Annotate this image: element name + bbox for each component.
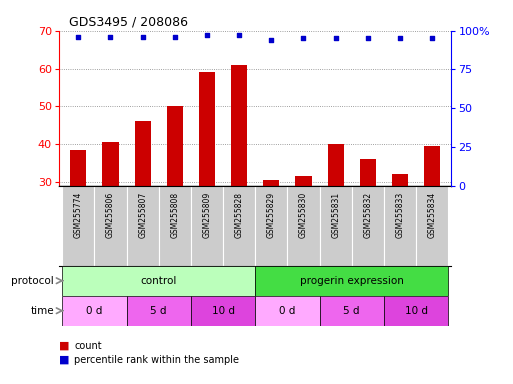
Point	[235, 32, 243, 38]
Text: GSM255808: GSM255808	[170, 192, 180, 238]
Bar	[384, 186, 416, 266]
Text: GSM255829: GSM255829	[267, 192, 276, 238]
Text: GSM255833: GSM255833	[396, 192, 404, 238]
Point	[267, 37, 275, 43]
Text: time: time	[30, 306, 54, 316]
Bar	[94, 186, 127, 266]
Bar	[127, 186, 159, 266]
Bar	[352, 186, 384, 266]
Text: count: count	[74, 341, 102, 351]
Bar	[127, 296, 191, 326]
Bar	[416, 186, 448, 266]
Text: GSM255830: GSM255830	[299, 192, 308, 238]
Bar	[191, 296, 255, 326]
Bar	[295, 176, 311, 186]
Text: 10 d: 10 d	[211, 306, 234, 316]
Text: 5 d: 5 d	[344, 306, 360, 316]
Bar	[263, 180, 280, 186]
Text: GSM255828: GSM255828	[234, 192, 244, 238]
Bar	[392, 174, 408, 186]
Bar	[62, 186, 94, 266]
Text: control: control	[141, 276, 177, 286]
Bar	[320, 186, 352, 266]
Point	[428, 35, 436, 41]
Text: 0 d: 0 d	[279, 306, 295, 316]
Point	[171, 34, 179, 40]
Text: GSM255831: GSM255831	[331, 192, 340, 238]
Bar	[255, 296, 320, 326]
Point	[106, 34, 114, 40]
Text: percentile rank within the sample: percentile rank within the sample	[74, 354, 240, 364]
Bar	[70, 150, 86, 186]
Bar	[424, 146, 440, 186]
Text: GSM255832: GSM255832	[363, 192, 372, 238]
Text: 5 d: 5 d	[150, 306, 167, 316]
Point	[364, 35, 372, 41]
Text: progerin expression: progerin expression	[300, 276, 404, 286]
Bar	[255, 266, 448, 296]
Bar	[384, 296, 448, 326]
Point	[300, 35, 308, 41]
Text: protocol: protocol	[11, 276, 54, 286]
Bar	[134, 121, 151, 186]
Bar	[287, 186, 320, 266]
Text: GSM255774: GSM255774	[74, 192, 83, 238]
Text: ■: ■	[59, 354, 69, 364]
Bar	[320, 296, 384, 326]
Text: GSM255806: GSM255806	[106, 192, 115, 238]
Bar	[167, 106, 183, 186]
Bar	[159, 186, 191, 266]
Point	[396, 35, 404, 41]
Point	[139, 34, 147, 40]
Bar	[62, 296, 127, 326]
Text: 10 d: 10 d	[405, 306, 427, 316]
Bar	[62, 266, 255, 296]
Text: 0 d: 0 d	[86, 306, 103, 316]
Text: GSM255807: GSM255807	[138, 192, 147, 238]
Bar	[255, 186, 287, 266]
Bar	[103, 142, 119, 186]
Point	[331, 35, 340, 41]
Bar	[360, 159, 376, 186]
Point	[74, 34, 83, 40]
Text: ■: ■	[59, 341, 69, 351]
Bar	[328, 144, 344, 186]
Bar	[199, 72, 215, 186]
Text: GDS3495 / 208086: GDS3495 / 208086	[69, 16, 188, 29]
Bar	[231, 65, 247, 186]
Point	[203, 32, 211, 38]
Text: GSM255834: GSM255834	[428, 192, 437, 238]
Text: GSM255809: GSM255809	[203, 192, 211, 238]
Bar	[223, 186, 255, 266]
Bar	[191, 186, 223, 266]
